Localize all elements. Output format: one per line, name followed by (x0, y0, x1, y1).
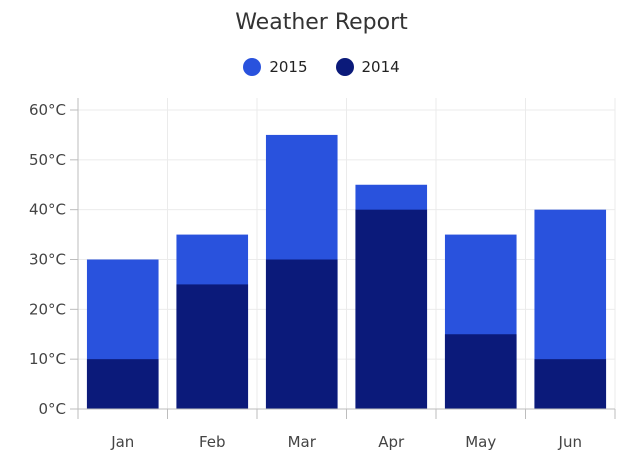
y-tick-label: 60°C (29, 101, 66, 119)
bar-2014-feb (176, 284, 249, 409)
x-tick-label: Feb (199, 433, 226, 451)
x-tick-label: Jan (110, 433, 134, 451)
legend-swatch-2014 (335, 58, 354, 76)
x-tick-label: Jun (558, 433, 582, 451)
x-tick-label: Apr (378, 433, 405, 451)
y-tick-label: 0°C (38, 400, 66, 418)
bar-2014-apr (355, 209, 428, 409)
chart-title: Weather Report (235, 10, 408, 35)
legend-label-2015: 2015 (269, 58, 308, 76)
legend: 2015 2014 (0, 58, 643, 76)
bar-2014-jun (534, 359, 607, 409)
y-tick-label: 50°C (29, 151, 66, 169)
x-tick-label: May (465, 433, 496, 451)
legend-item-2014[interactable]: 2014 (335, 58, 400, 76)
bar-2014-mar (265, 259, 338, 409)
y-tick-label: 10°C (29, 350, 66, 368)
y-tick-label: 30°C (29, 251, 66, 269)
legend-item-2015[interactable]: 2015 (243, 58, 308, 76)
x-tick-label: Mar (288, 433, 317, 451)
legend-label-2014: 2014 (361, 58, 400, 76)
y-tick-label: 40°C (29, 201, 66, 219)
y-tick-label: 20°C (29, 300, 66, 318)
legend-swatch-2015 (243, 58, 262, 76)
bar-2014-jan (86, 359, 159, 409)
bar-2014-may (444, 334, 517, 409)
